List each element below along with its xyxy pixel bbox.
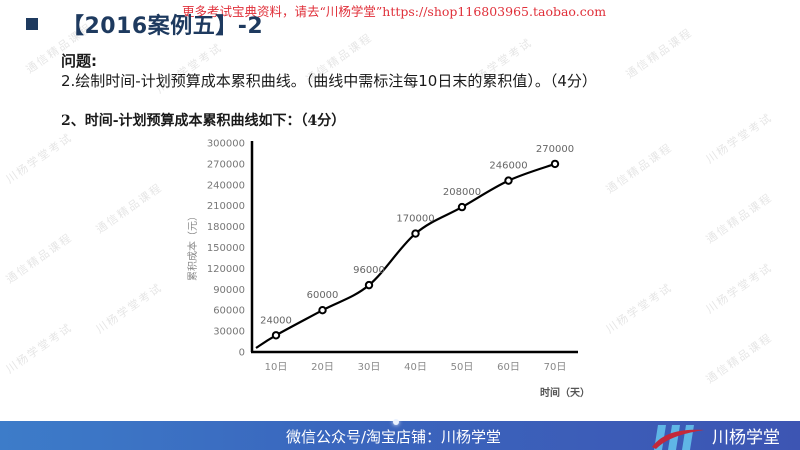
chuanyang-logo-icon — [652, 425, 704, 450]
data-markers — [271, 159, 560, 340]
footer-glow-dot — [393, 419, 399, 425]
title-text: 【2016案例五】-2 — [62, 14, 264, 39]
y-tick-label: 30000 — [213, 327, 245, 338]
data-labels: 24000 60000 96000 170000 208000 246000 270000 — [260, 144, 574, 326]
x-tick-label: 10日 — [265, 362, 288, 373]
y-tick-label: 240000 — [207, 180, 245, 191]
question-label: 问题: — [61, 52, 97, 70]
data-point-label: 270000 — [536, 144, 574, 155]
svg-text:累积成本（元）: 累积成本（元） — [186, 211, 199, 281]
answer-heading: 2、时间-计划预算成本累积曲线如下：（4分） — [61, 113, 346, 129]
x-tick-label: 50日 — [451, 362, 474, 373]
slide-title: 【2016案例五】-2 — [26, 8, 263, 40]
y-tick-label: 90000 — [213, 285, 245, 296]
y-tick-label: 210000 — [207, 201, 245, 212]
y-axis-label: 累积成本（元） — [186, 211, 199, 281]
data-point-label: 60000 — [307, 290, 339, 301]
data-point-label: 96000 — [353, 265, 385, 276]
data-point-label: 170000 — [396, 214, 434, 225]
brand-logo: 川杨学堂 — [650, 421, 780, 450]
footer-text: 微信公众号/淘宝店铺：川杨学堂 — [286, 428, 502, 446]
y-tick-label: 60000 — [213, 306, 245, 317]
y-tick-label: 180000 — [207, 222, 245, 233]
brand-text: 川杨学堂 — [712, 428, 780, 448]
series-line — [255, 162, 556, 349]
data-point-marker — [504, 176, 513, 185]
top-notice: 更多考试宝典资料，请去“川杨学堂”https://shop116803965.t… — [182, 4, 607, 19]
y-tick-label: 300000 — [207, 139, 245, 150]
square-bullet-icon — [26, 18, 38, 30]
y-tick-label: 0 — [239, 348, 245, 359]
data-point-marker — [364, 280, 374, 290]
data-point-marker — [411, 229, 420, 238]
x-tick-label: 60日 — [497, 362, 520, 373]
data-point-label: 24000 — [260, 315, 292, 326]
y-tick-label: 150000 — [207, 243, 245, 254]
data-point-marker — [271, 331, 281, 340]
data-point-marker — [318, 306, 327, 315]
x-axis-ticks: 10日 20日 30日 40日 50日 60日 70日 — [265, 362, 567, 373]
y-tick-label: 270000 — [207, 159, 245, 170]
x-tick-label: 30日 — [358, 362, 381, 373]
data-point-marker — [550, 159, 560, 169]
y-axis-ticks: 3000002700002400002100001800001500001200… — [207, 139, 245, 359]
x-axis-label: 时间（天） — [540, 386, 590, 399]
question-text: 2.绘制时间-计划预算成本累积曲线。（曲线中需标注每10日末的累积值）。（4分） — [61, 72, 597, 90]
x-tick-label: 40日 — [404, 362, 427, 373]
x-tick-label: 70日 — [544, 362, 567, 373]
x-tick-label: 20日 — [311, 362, 334, 373]
data-point-label: 246000 — [489, 161, 527, 172]
y-tick-label: 120000 — [207, 264, 245, 275]
data-point-marker — [457, 202, 467, 212]
data-point-label: 208000 — [443, 187, 481, 198]
